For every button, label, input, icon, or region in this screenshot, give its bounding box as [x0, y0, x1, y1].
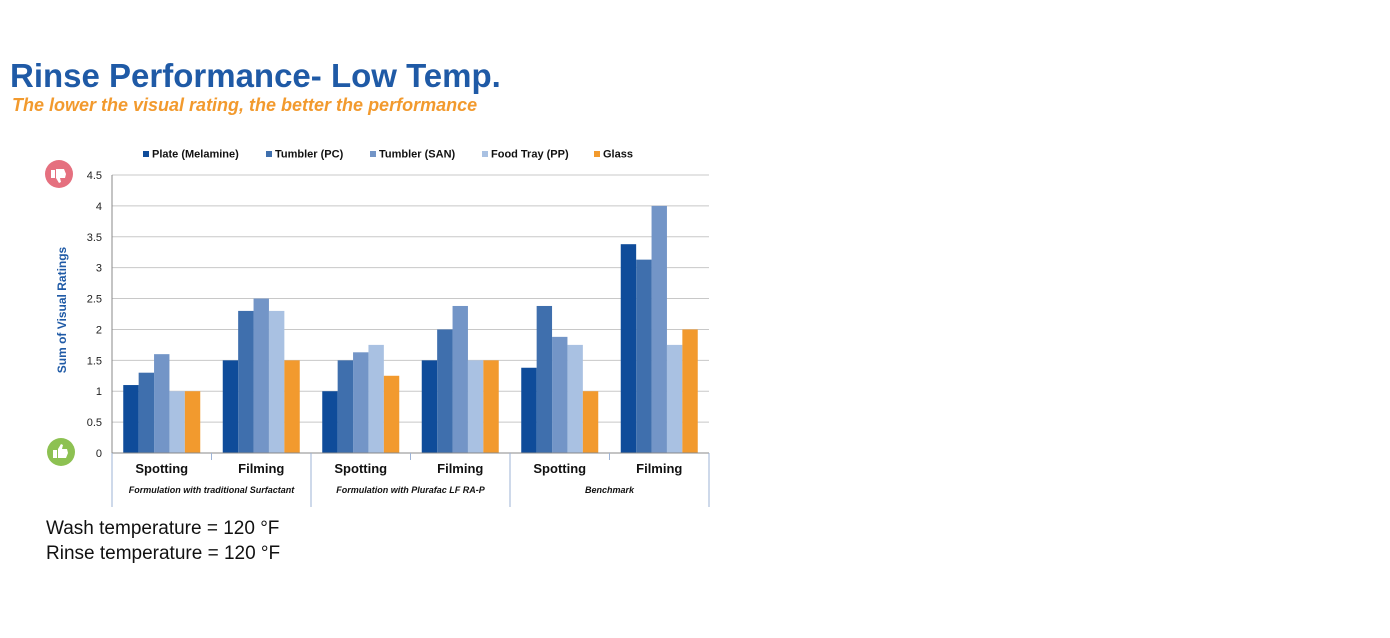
bar	[383, 375, 400, 453]
x-group-label: Benchmark	[585, 485, 635, 495]
bar	[322, 391, 338, 453]
y-tick-label: 3	[96, 263, 102, 275]
bar	[483, 360, 499, 453]
bar	[552, 336, 568, 453]
bar	[284, 360, 300, 453]
legend-swatch	[594, 151, 600, 157]
bar	[268, 310, 285, 453]
bar	[452, 305, 468, 453]
x-tick-label: Spotting	[135, 461, 188, 476]
legend-swatch	[143, 151, 149, 157]
bar	[437, 329, 453, 453]
bar	[651, 205, 667, 453]
bar	[253, 298, 269, 453]
y-tick-label: 4.5	[87, 170, 102, 182]
y-tick-label: 0	[96, 448, 102, 460]
thumbs-down-icon	[45, 160, 73, 188]
x-tick-label: Filming	[636, 461, 682, 476]
x-group-label: Formulation with traditional Surfactant	[129, 485, 296, 495]
legend-swatch	[266, 151, 272, 157]
y-tick-label: 2.5	[87, 294, 102, 306]
legend-label: Tumbler (SAN)	[379, 149, 456, 161]
bar	[238, 310, 254, 453]
bar	[154, 354, 170, 453]
x-tick-label: Spotting	[334, 461, 387, 476]
legend-label: Food Tray (PP)	[491, 149, 569, 161]
bar	[169, 391, 185, 453]
bar	[353, 352, 369, 453]
gridlines	[112, 174, 709, 454]
bar	[184, 391, 201, 453]
y-tick-label: 3.5	[87, 232, 102, 244]
bar	[521, 367, 537, 453]
legend-swatch	[482, 151, 488, 157]
bar	[222, 360, 239, 453]
bar	[666, 344, 683, 453]
bar	[467, 360, 484, 453]
x-tick-label: Filming	[238, 461, 284, 476]
bar	[421, 360, 438, 453]
bar	[682, 329, 698, 453]
rinse-temperature-note: Rinse temperature = 120 °F	[46, 543, 281, 564]
x-tick-label: Filming	[437, 461, 483, 476]
bar	[138, 372, 155, 453]
legend-label: Tumbler (PC)	[275, 149, 344, 161]
legend-swatch	[370, 151, 376, 157]
x-tick-label: Spotting	[533, 461, 586, 476]
bars	[123, 205, 698, 453]
y-tick-label: 0.5	[87, 417, 102, 429]
bar	[123, 385, 139, 453]
bar	[620, 244, 637, 453]
bar	[636, 259, 652, 453]
thumbs-up-icon	[47, 438, 75, 466]
bar	[368, 344, 384, 453]
y-tick-label: 1	[96, 386, 102, 398]
legend-label: Plate (Melamine)	[152, 149, 239, 161]
x-group-label: Formulation with Plurafac LF RA-P	[336, 485, 486, 495]
y-tick-label: 2	[96, 324, 102, 336]
bar	[337, 360, 354, 453]
page-title: Rinse Performance- Low Temp.	[10, 57, 501, 94]
bar	[582, 391, 599, 453]
y-axis-label: Sum of Visual Ratings	[55, 246, 69, 373]
page-subtitle: The lower the visual rating, the better …	[12, 95, 478, 115]
y-tick-label: 1.5	[87, 355, 102, 367]
wash-temperature-note: Wash temperature = 120 °F	[46, 518, 280, 539]
legend: Plate (Melamine) Tumbler (PC) Tumbler (SAN…	[143, 149, 633, 161]
bar	[536, 305, 553, 453]
legend-label: Glass	[603, 149, 633, 161]
y-tick-label: 4	[96, 201, 102, 213]
axes: 0 0.5 1 1.5 2 2.5 3 3.5 4 4.5 Spotting Filming Spott…	[87, 170, 710, 507]
bar	[567, 344, 583, 453]
